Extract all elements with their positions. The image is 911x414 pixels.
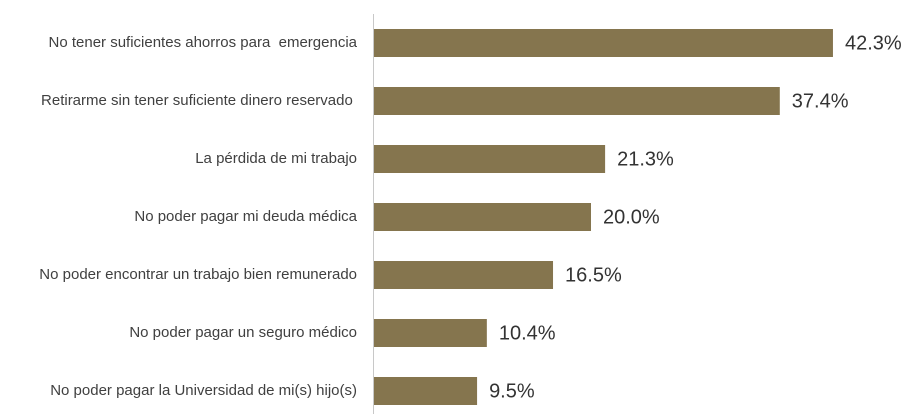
value-label: 21.3% xyxy=(617,148,674,170)
bar xyxy=(374,319,487,347)
bar xyxy=(374,261,554,289)
category-label: No tener suficientes ahorros para emerge… xyxy=(49,34,358,51)
bar xyxy=(374,29,833,57)
bar xyxy=(374,145,606,173)
category-label: No poder pagar mi deuda médica xyxy=(134,208,357,225)
category-label: No poder pagar un seguro médico xyxy=(129,324,357,341)
value-label: 9.5% xyxy=(489,380,535,402)
category-label: Retirarme sin tener suficiente dinero re… xyxy=(41,92,357,109)
category-label: No poder encontrar un trabajo bien remun… xyxy=(39,266,357,283)
value-label: 37.4% xyxy=(792,90,849,112)
bar xyxy=(374,377,478,405)
value-label: 16.5% xyxy=(565,264,622,286)
value-label: 10.4% xyxy=(499,322,556,344)
value-label: 42.3% xyxy=(845,32,902,54)
value-label: 20.0% xyxy=(603,206,660,228)
category-label: La pérdida de mi trabajo xyxy=(195,150,357,167)
bar xyxy=(374,203,591,231)
bar xyxy=(374,87,780,115)
category-label: No poder pagar la Universidad de mi(s) h… xyxy=(50,382,357,399)
